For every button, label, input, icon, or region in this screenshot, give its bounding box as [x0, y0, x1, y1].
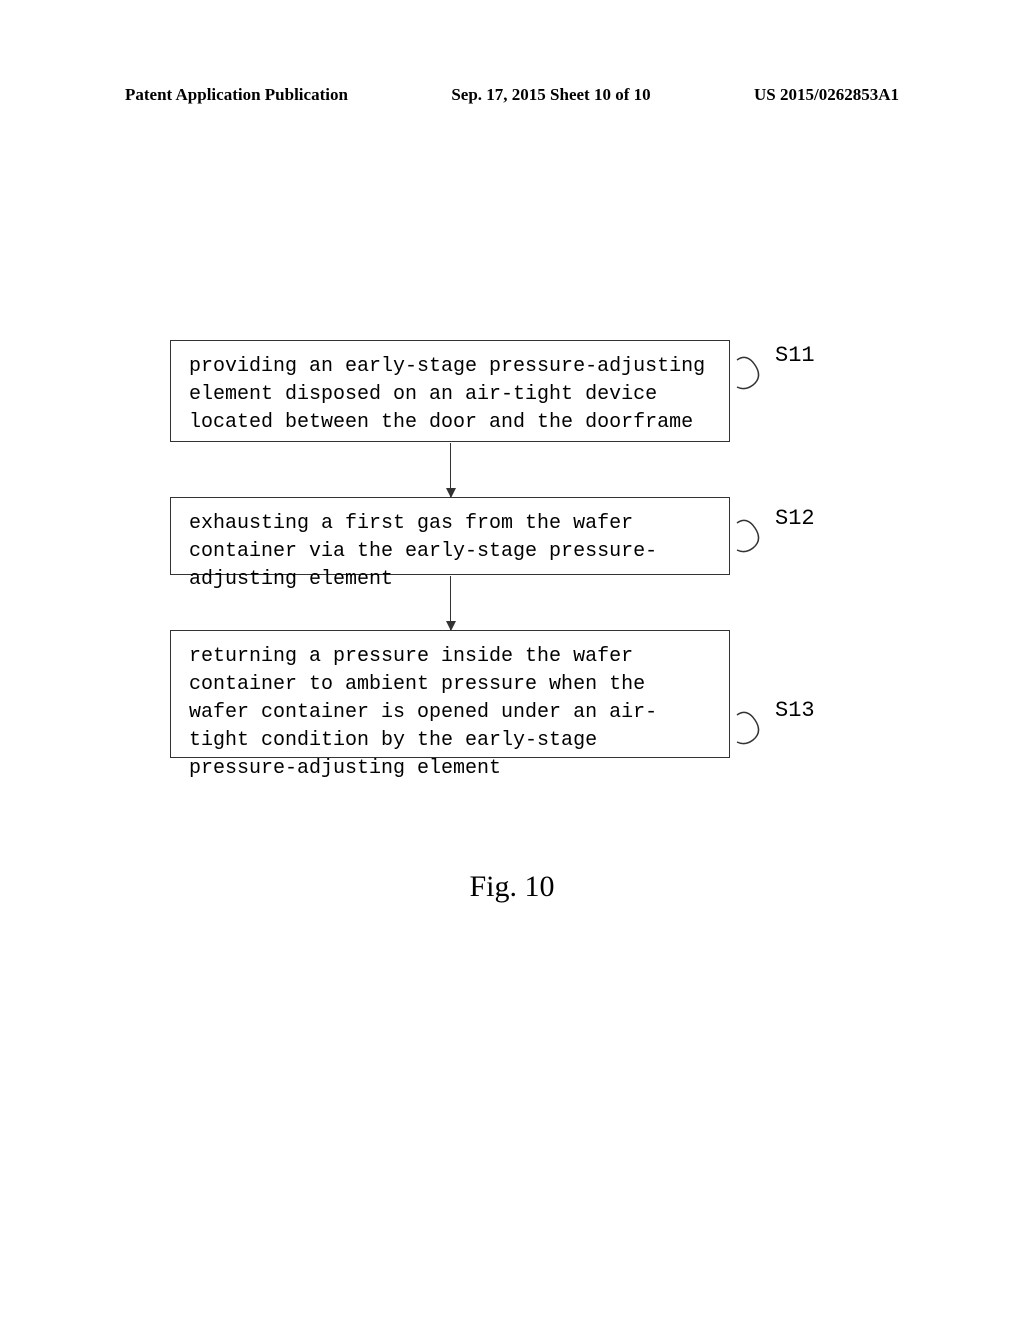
- connector-squiggle-icon: [735, 518, 775, 558]
- connector-squiggle-icon: [735, 710, 775, 750]
- figure-label: Fig. 10: [0, 870, 1024, 904]
- flowchart-step-2: exhausting a first gas from the wafer co…: [170, 497, 730, 575]
- header-right: US 2015/0262853A1: [754, 85, 899, 105]
- step-label-s12: S12: [775, 508, 815, 530]
- step-label-s13: S13: [775, 700, 815, 722]
- step-text: providing an early-stage pressure-adjust…: [189, 355, 705, 434]
- flowchart-step-3: returning a pressure inside the wafer co…: [170, 630, 730, 758]
- page-header: Patent Application Publication Sep. 17, …: [0, 85, 1024, 105]
- connector-squiggle-icon: [735, 355, 775, 395]
- flowchart: providing an early-stage pressure-adjust…: [170, 340, 730, 758]
- arrow-connector: [450, 576, 451, 631]
- step-label-s11: S11: [775, 345, 815, 367]
- step-text: returning a pressure inside the wafer co…: [189, 645, 657, 780]
- flowchart-step-1: providing an early-stage pressure-adjust…: [170, 340, 730, 442]
- header-left: Patent Application Publication: [125, 85, 348, 105]
- header-center: Sep. 17, 2015 Sheet 10 of 10: [451, 85, 650, 105]
- arrow-connector: [450, 443, 451, 498]
